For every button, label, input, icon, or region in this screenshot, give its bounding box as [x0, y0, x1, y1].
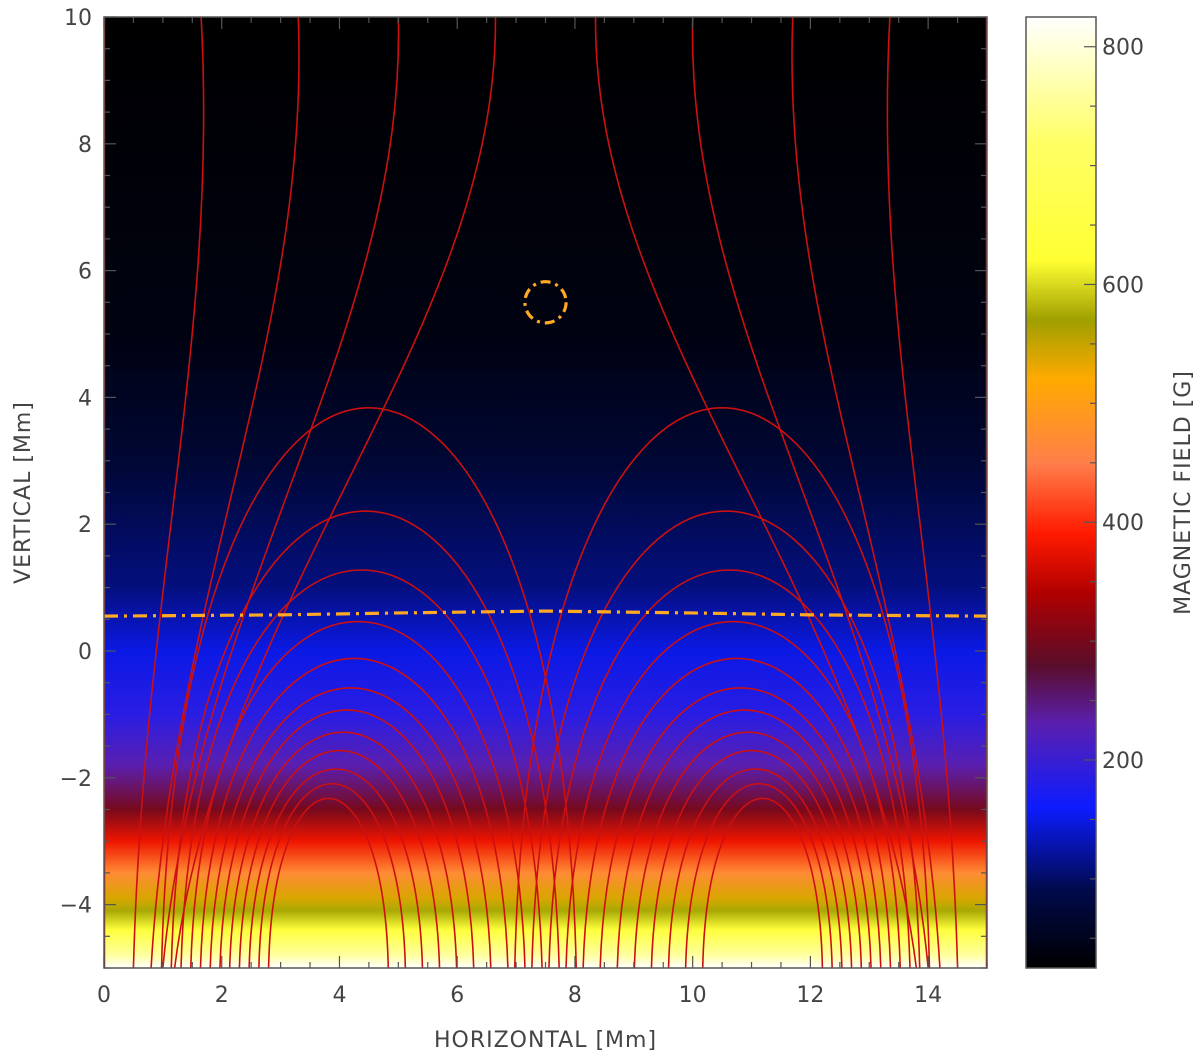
dash-dot-height-line: [104, 609, 987, 618]
x-tick-label: 2: [215, 983, 229, 1008]
colorbar-label: MAGNETIC FIELD [G]: [1171, 370, 1196, 615]
x-tick-label: 8: [568, 983, 582, 1008]
open-field-line: [691, 17, 929, 968]
open-field-line: [173, 17, 497, 968]
x-tick-label: 14: [914, 983, 942, 1008]
y-tick-label: 4: [78, 386, 92, 411]
colorbar-tick-label: 200: [1102, 749, 1144, 774]
open-field-line: [791, 17, 941, 968]
left-arcade-field-line: [170, 510, 560, 968]
x-axis-label: HORIZONTAL [Mm]: [434, 1028, 657, 1053]
colorbar-axis: 200 400 600 800: [1084, 36, 1144, 939]
x-tick-label: 0: [97, 983, 111, 1008]
null-point-circle: [523, 280, 568, 325]
colorbar-tick-label: 800: [1102, 36, 1144, 61]
open-field-line: [132, 17, 205, 968]
right-arcade-field-line: [633, 731, 863, 968]
y-tick-label: 8: [78, 133, 92, 158]
left-arcade-field-line: [219, 709, 475, 968]
left-arcade-field-line: [267, 797, 390, 968]
field-heatmap: [104, 17, 987, 968]
left-arcade-field-line: [199, 657, 509, 968]
y-tick-label: 6: [78, 260, 92, 285]
right-arcade-field-line: [650, 749, 853, 968]
x-tick-label: 12: [796, 983, 824, 1008]
left-arcade-field-line: [209, 687, 492, 968]
colorbar-tick-label: 400: [1102, 511, 1144, 536]
left-arcade-field-line: [248, 768, 424, 968]
open-field-line: [150, 17, 300, 968]
left-arcade-field-line: [228, 731, 458, 968]
annotations: [104, 280, 987, 618]
y-tick-label: −2: [60, 767, 92, 792]
right-arcade-field-line: [531, 510, 921, 968]
field-lines: [104, 17, 987, 968]
left-arcade-field-line: [238, 749, 441, 968]
right-arcade-field-line: [616, 709, 872, 968]
right-arcade-field-line: [513, 407, 931, 968]
left-arcade-field-line: [160, 407, 578, 968]
colorbar-gradient: [1026, 17, 1096, 968]
open-field-line: [886, 17, 959, 968]
open-field-line: [594, 17, 918, 968]
open-field-line: [162, 17, 400, 968]
y-tick-label: 10: [64, 6, 92, 31]
x-axis: 0 2 4 6 8 10 12 14: [97, 17, 988, 1008]
right-arcade-field-line: [667, 768, 843, 968]
x-tick-label: 10: [679, 983, 707, 1008]
left-arcade-field-line: [258, 782, 407, 968]
x-tick-label: 6: [450, 983, 464, 1008]
plot-area: [103, 16, 988, 969]
y-axis-label: VERTICAL [Mm]: [11, 401, 36, 584]
y-tick-label: −4: [60, 894, 92, 919]
right-arcade-field-line: [684, 782, 833, 968]
colorbar-tick-label: 600: [1102, 273, 1144, 298]
left-arcade-field-line: [180, 569, 543, 968]
right-arcade-field-line: [701, 797, 824, 968]
y-tick-label: 2: [78, 513, 92, 538]
right-arcade-field-line: [599, 687, 882, 968]
colorbar-frame: [1025, 16, 1097, 969]
y-axis: −4 −2 0 2 4 6 8 10: [60, 6, 987, 969]
x-tick-label: 4: [332, 983, 346, 1008]
y-tick-label: 0: [78, 640, 92, 665]
colorbar: 200 400 600 800 MAGNETIC FIELD [G]: [1025, 16, 1196, 969]
right-arcade-field-line: [582, 657, 892, 968]
right-arcade-field-line: [548, 569, 911, 968]
